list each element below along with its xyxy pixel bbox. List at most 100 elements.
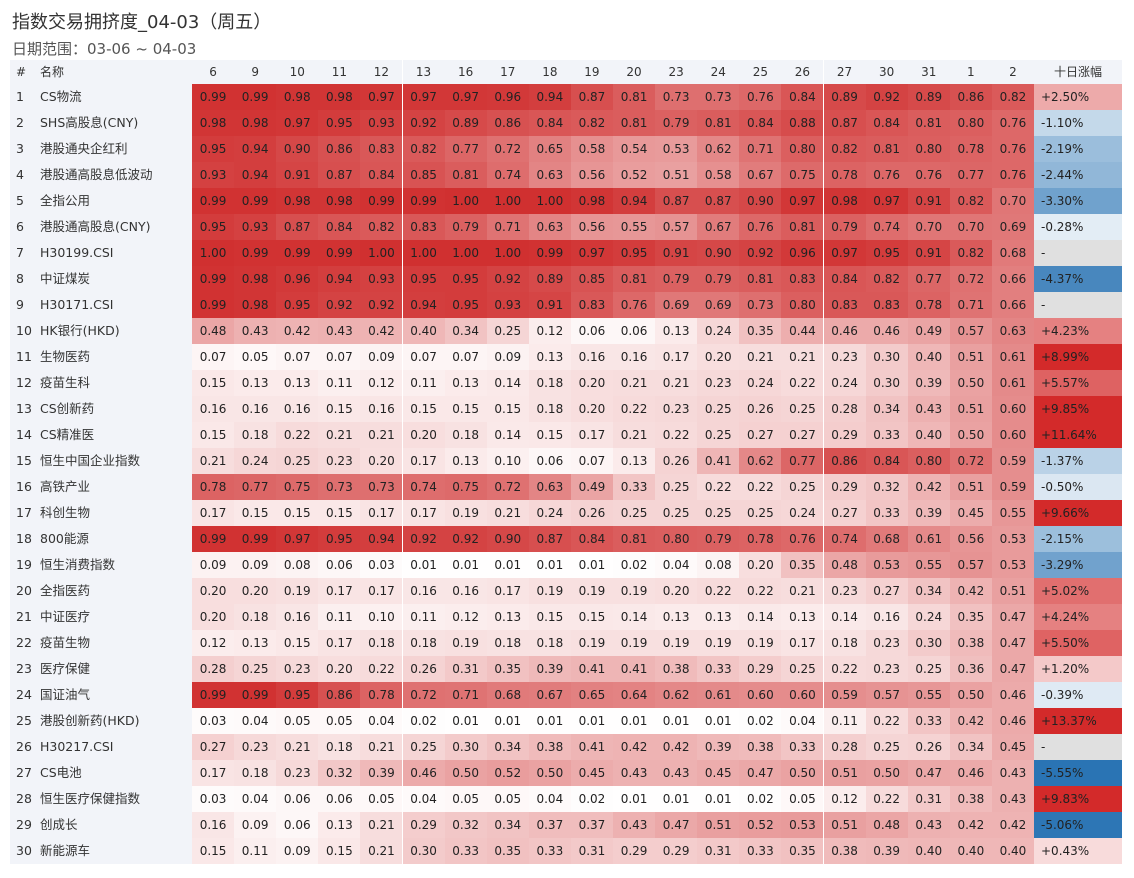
heat-cell: 0.44	[781, 318, 824, 344]
row-index: 7	[16, 245, 24, 260]
heat-cell: 0.19	[739, 630, 782, 656]
heat-cell: 0.75	[276, 474, 319, 500]
heat-cell: 0.14	[823, 604, 866, 630]
heat-cell: 0.46	[949, 760, 992, 786]
page-title: 指数交易拥挤度_04-03（周五）	[12, 12, 272, 33]
row-name: 恒生医疗保健指数	[40, 791, 141, 806]
heat-cell: 0.41	[613, 656, 656, 682]
heat-cell: 0.30	[402, 838, 445, 864]
heat-cell: 0.92	[865, 84, 908, 110]
row-index: 21	[16, 609, 32, 624]
heat-cell: 0.57	[655, 214, 698, 240]
heat-cell: 0.42	[655, 734, 698, 760]
change-cell: -5.55%	[1034, 760, 1122, 786]
heat-cell: 0.07	[570, 448, 613, 474]
heat-cell: 0.89	[823, 84, 866, 110]
heat-cell: 0.37	[570, 812, 613, 838]
heat-cell: 0.82	[402, 136, 445, 162]
heat-cell: 0.98	[318, 84, 361, 110]
heat-cell: 0.12	[444, 604, 487, 630]
heat-cell: 0.39	[360, 760, 403, 786]
heat-cell: 0.13	[528, 344, 571, 370]
heat-cell: 0.98	[192, 110, 235, 136]
heat-cell: 0.19	[613, 630, 656, 656]
heat-cell: 0.11	[402, 604, 445, 630]
heat-cell: 0.23	[823, 578, 866, 604]
row-name: 国证油气	[40, 687, 91, 702]
heat-cell: 0.21	[613, 370, 656, 396]
heat-cell: 0.35	[781, 552, 824, 578]
heat-cell: 0.20	[402, 422, 445, 448]
heat-cell: 0.23	[823, 344, 866, 370]
heat-cell: 0.19	[697, 630, 740, 656]
heat-cell: 0.28	[823, 396, 866, 422]
crowding-heatmap-table: # 名称 6 9 10 11 12 13 16 17 18 19 20 23 24 25 26 27 30 31 1 2 十…	[10, 60, 1122, 866]
heat-cell: 0.56	[570, 162, 613, 188]
heat-cell: 0.17	[318, 578, 361, 604]
row-label-bg	[10, 760, 192, 786]
heat-cell: 0.47	[991, 656, 1034, 682]
heat-cell: 0.35	[486, 656, 529, 682]
heat-cell: 0.01	[444, 708, 487, 734]
row-index: 29	[16, 817, 32, 832]
row-name: CS创新药	[40, 401, 95, 416]
heat-cell: 0.17	[360, 578, 403, 604]
heat-cell: 0.58	[570, 136, 613, 162]
heat-cell: 0.06	[570, 318, 613, 344]
heat-cell: 0.15	[570, 604, 613, 630]
heat-cell: 0.14	[486, 370, 529, 396]
heat-cell: 0.17	[655, 344, 698, 370]
heat-cell: 0.01	[444, 552, 487, 578]
heat-cell: 0.77	[781, 448, 824, 474]
row-index: 10	[16, 323, 32, 338]
heat-cell: 0.84	[318, 214, 361, 240]
heat-cell: 0.63	[528, 214, 571, 240]
heat-cell: 0.75	[444, 474, 487, 500]
heat-cell: 0.07	[444, 344, 487, 370]
heat-cell: 0.86	[318, 136, 361, 162]
heat-cell: 0.40	[949, 838, 992, 864]
row-index: 30	[16, 843, 32, 858]
heat-cell: 0.09	[360, 344, 403, 370]
row-label-bg	[10, 84, 192, 110]
heat-cell: 0.80	[655, 526, 698, 552]
heat-cell: 0.40	[907, 344, 950, 370]
heat-cell: 0.41	[570, 656, 613, 682]
heat-cell: 0.23	[234, 734, 277, 760]
heat-cell: 0.57	[865, 682, 908, 708]
heat-cell: 0.61	[991, 370, 1034, 396]
header-date: 9	[234, 60, 277, 84]
heat-cell: 0.15	[192, 838, 235, 864]
heat-cell: 0.69	[991, 214, 1034, 240]
heat-cell: 0.42	[949, 578, 992, 604]
row-index: 5	[16, 193, 24, 208]
heat-cell: 0.15	[192, 422, 235, 448]
heat-cell: 0.51	[991, 578, 1034, 604]
heat-cell: 0.79	[655, 110, 698, 136]
heat-cell: 1.00	[192, 240, 235, 266]
heat-cell: 0.25	[697, 500, 740, 526]
heat-cell: 0.94	[528, 84, 571, 110]
heat-cell: 0.84	[865, 110, 908, 136]
heat-cell: 0.33	[907, 708, 950, 734]
change-cell: +1.20%	[1034, 656, 1122, 682]
header-date: 25	[739, 60, 782, 84]
heat-cell: 0.03	[192, 708, 235, 734]
heat-cell: 0.15	[276, 500, 319, 526]
heat-cell: 0.93	[234, 214, 277, 240]
heat-cell: 0.56	[570, 214, 613, 240]
heat-cell: 0.95	[402, 266, 445, 292]
row-name: 港股通央企红利	[40, 141, 128, 156]
row-label-bg	[10, 188, 192, 214]
heat-cell: 0.51	[823, 760, 866, 786]
heat-cell: 0.50	[949, 682, 992, 708]
heat-cell: 0.82	[949, 188, 992, 214]
row-index: 13	[16, 401, 32, 416]
change-cell: +0.43%	[1034, 838, 1122, 864]
heat-cell: 0.32	[318, 760, 361, 786]
heat-cell: 0.19	[276, 578, 319, 604]
heat-cell: 0.05	[486, 786, 529, 812]
heat-cell: 0.01	[655, 786, 698, 812]
heat-cell: 0.29	[823, 422, 866, 448]
heat-cell: 0.62	[697, 136, 740, 162]
